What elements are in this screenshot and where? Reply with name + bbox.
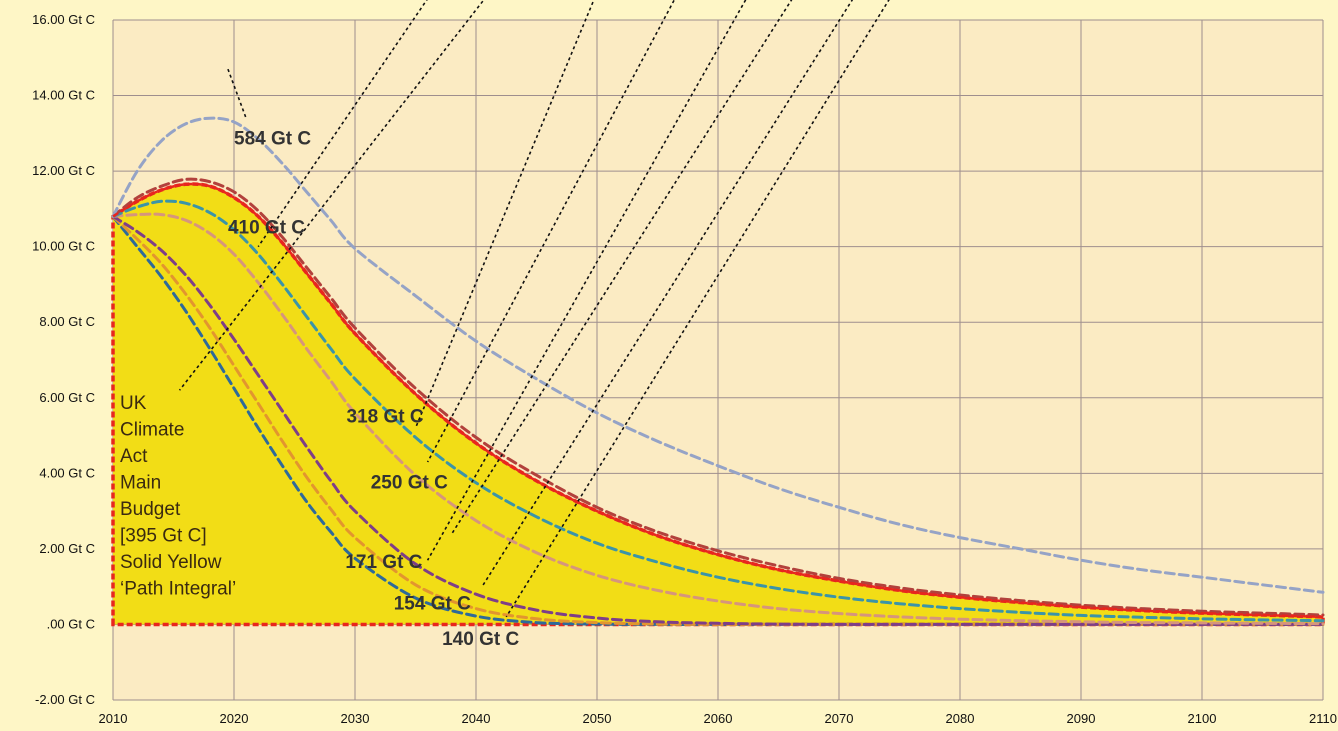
pointer-line [505,0,890,618]
y-tick-label: 14.00 Gt C [32,88,95,103]
x-tick-label: 2080 [946,711,975,726]
y-tick-label: 8.00 Gt C [39,314,95,329]
uk-label-line: Climate [120,420,184,441]
y-tick-label: 16.00 Gt C [32,12,95,27]
y-tick-label: 10.00 Gt C [32,239,95,254]
y-tick-label: 4.00 Gt C [39,465,95,480]
series-line [111,212,1325,626]
x-tick-label: 2050 [583,711,612,726]
uk-climate-act-label: UK Climate Act Main Budget [395 Gt C] Solid Ye… [120,393,236,600]
uk-label-line: Budget [120,499,181,520]
budget-annotation: 154 Gt C [394,593,471,614]
uk-label-line: [395 Gt C] [120,526,207,547]
pointer-lines-layer [178,0,890,618]
uk-label-line: Solid Yellow [120,552,222,573]
x-tick-label: 2070 [825,711,854,726]
series-line [111,116,1325,594]
series-line [111,214,1325,626]
x-tick-label: 2100 [1188,711,1217,726]
pointer-line [426,0,676,463]
budget-annotation: 171 Gt C [345,552,422,573]
series-lines-layer [111,116,1325,626]
x-tick-label: 2060 [704,711,733,726]
y-tick-label: -2.00 Gt C [35,692,95,707]
x-tick-label: 2020 [220,711,249,726]
budget-annotation: 410 Gt C [228,217,305,238]
x-tick-label: 2030 [341,711,370,726]
y-tick-label: 12.00 Gt C [32,163,95,178]
budget-annotation: 584 Gt C [234,129,311,150]
pointer-line [178,0,485,391]
series-line [111,199,1325,623]
budget-annotation: 140 Gt C [442,629,519,650]
budget-annotation: 250 Gt C [371,472,448,493]
budget-annotation: 318 Gt C [347,406,424,427]
x-tick-label: 2090 [1067,711,1096,726]
uk-label-line: Main [120,473,161,494]
pointer-line [227,68,247,119]
series-line [111,214,1325,626]
x-tick-label: 2010 [99,711,128,726]
uk-label-line: ‘Path Integral’ [120,579,236,600]
x-tick-label: 2110 [1309,711,1337,726]
y-tick-label: 2.00 Gt C [39,541,95,556]
x-axis-ticks: 2010 2020 2030 2040 2050 2060 2070 2080 2090 2100… [99,711,1337,726]
pointer-line [451,0,793,535]
uk-label-line: UK [120,393,147,414]
y-tick-label: .00 Gt C [47,616,95,631]
pointer-line [426,0,747,561]
series-line [111,177,1325,617]
x-tick-label: 2040 [462,711,491,726]
y-tick-label: 6.00 Gt C [39,390,95,405]
y-axis-ticks: 16.00 Gt C 14.00 Gt C 12.00 Gt C 10.00 Gt C… [32,12,95,707]
budget-annotations: 584 Gt C 410 Gt C 318 Gt C 250 Gt C 171 Gt C… [228,129,520,651]
pointer-line [481,0,854,588]
uk-label-line: Act [120,446,148,467]
